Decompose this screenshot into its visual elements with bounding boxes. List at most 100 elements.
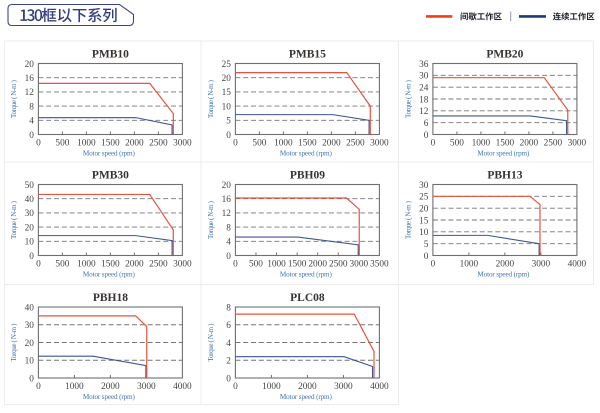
svg-text:PMB15: PMB15: [289, 49, 326, 61]
svg-text:0: 0: [36, 382, 41, 392]
svg-text:24: 24: [419, 83, 429, 93]
svg-text:6: 6: [424, 119, 429, 129]
svg-text:30: 30: [419, 72, 429, 82]
svg-text:Torque ( N-m ): Torque ( N-m ): [405, 79, 413, 118]
svg-text:0: 0: [233, 260, 238, 270]
svg-text:PBH13: PBH13: [487, 170, 522, 182]
svg-text:500: 500: [249, 260, 263, 270]
svg-text:3000: 3000: [334, 382, 353, 392]
svg-text:3500: 3500: [370, 260, 389, 270]
svg-text:Torque ( N-m ): Torque ( N-m ): [405, 200, 413, 239]
svg-text:10: 10: [25, 357, 35, 367]
svg-text:12: 12: [419, 107, 429, 117]
svg-text:40: 40: [25, 195, 35, 205]
svg-text:8: 8: [226, 223, 231, 233]
svg-text:20: 20: [222, 181, 232, 191]
svg-text:0: 0: [36, 260, 41, 270]
svg-text:30: 30: [25, 209, 35, 219]
svg-text:10: 10: [419, 228, 429, 238]
svg-text:10: 10: [25, 238, 35, 248]
svg-text:1000: 1000: [274, 139, 293, 149]
svg-text:2500: 2500: [544, 139, 563, 149]
svg-text:20: 20: [25, 339, 35, 349]
svg-text:500: 500: [55, 260, 69, 270]
svg-text:18: 18: [419, 95, 429, 105]
svg-text:50: 50: [25, 181, 35, 191]
svg-text:4000: 4000: [370, 382, 389, 392]
svg-text:8: 8: [226, 303, 231, 313]
svg-text:2: 2: [226, 357, 231, 367]
svg-text:1500: 1500: [101, 139, 120, 149]
svg-text:2000: 2000: [125, 260, 144, 270]
svg-text:4: 4: [226, 339, 231, 349]
svg-text:20: 20: [25, 223, 35, 233]
svg-text:2500: 2500: [149, 260, 168, 270]
svg-text:2500: 2500: [329, 260, 348, 270]
svg-text:4: 4: [29, 117, 34, 127]
svg-text:15: 15: [419, 216, 429, 226]
svg-text:PBH18: PBH18: [93, 292, 128, 304]
svg-text:0: 0: [424, 131, 429, 141]
svg-text:5: 5: [424, 240, 429, 250]
svg-text:3000: 3000: [370, 139, 389, 149]
svg-text:0: 0: [36, 139, 41, 149]
svg-text:2000: 2000: [125, 139, 144, 149]
svg-text:30: 30: [25, 321, 35, 331]
svg-text:Motor speed (rpm): Motor speed (rpm): [477, 150, 530, 158]
svg-text:Torque ( N-m ): Torque ( N-m ): [207, 200, 215, 239]
svg-text:2000: 2000: [298, 382, 317, 392]
svg-text:Motor speed (rpm): Motor speed (rpm): [280, 271, 333, 279]
svg-text:0: 0: [29, 374, 34, 384]
svg-text:0: 0: [226, 252, 231, 262]
svg-text:PLC08: PLC08: [290, 292, 325, 304]
svg-text:20: 20: [222, 74, 232, 84]
svg-text:500: 500: [252, 139, 266, 149]
svg-text:Motor speed (rpm): Motor speed (rpm): [477, 271, 530, 279]
svg-text:16: 16: [25, 74, 35, 84]
svg-text:6: 6: [226, 321, 231, 331]
svg-text:0: 0: [424, 252, 429, 262]
svg-text:0: 0: [233, 139, 238, 149]
svg-text:1500: 1500: [101, 260, 120, 270]
svg-text:500: 500: [450, 139, 464, 149]
svg-text:2500: 2500: [346, 139, 365, 149]
svg-text:Torque ( N-m ): Torque ( N-m ): [10, 79, 18, 118]
svg-text:1000: 1000: [267, 260, 286, 270]
svg-text:0: 0: [233, 382, 238, 392]
svg-text:0: 0: [226, 374, 231, 384]
svg-text:1000: 1000: [77, 139, 96, 149]
svg-text:12: 12: [25, 88, 35, 98]
svg-text:2000: 2000: [322, 139, 341, 149]
svg-text:8: 8: [29, 102, 34, 112]
svg-text:15: 15: [222, 88, 232, 98]
svg-text:0: 0: [431, 139, 436, 149]
svg-text:2000: 2000: [101, 382, 120, 392]
svg-text:2500: 2500: [149, 139, 168, 149]
svg-text:5: 5: [226, 117, 231, 127]
svg-text:10: 10: [222, 102, 232, 112]
svg-text:2000: 2000: [496, 260, 515, 270]
svg-text:Motor speed (rpm): Motor speed (rpm): [83, 271, 136, 279]
svg-text:3000: 3000: [532, 260, 551, 270]
svg-text:1500: 1500: [298, 139, 317, 149]
svg-text:Torque ( N-m ): Torque ( N-m ): [10, 200, 18, 239]
svg-text:3000: 3000: [173, 139, 192, 149]
svg-text:4000: 4000: [568, 260, 587, 270]
svg-text:2000: 2000: [520, 139, 539, 149]
svg-text:3000: 3000: [137, 382, 156, 392]
svg-text:Motor speed (rpm): Motor speed (rpm): [83, 150, 136, 158]
svg-text:0: 0: [29, 131, 34, 141]
svg-text:Torque ( N-m ): Torque ( N-m ): [207, 323, 215, 362]
svg-text:25: 25: [419, 193, 429, 203]
svg-text:0: 0: [29, 252, 34, 262]
svg-text:0: 0: [226, 131, 231, 141]
svg-text:Torque ( N-m ): Torque ( N-m ): [207, 79, 215, 118]
svg-text:1000: 1000: [262, 382, 281, 392]
svg-text:30: 30: [419, 181, 429, 191]
svg-text:1500: 1500: [496, 139, 515, 149]
svg-text:1000: 1000: [65, 382, 84, 392]
svg-text:1000: 1000: [77, 260, 96, 270]
svg-text:Motor speed (rpm): Motor speed (rpm): [280, 150, 333, 158]
svg-text:2000: 2000: [308, 260, 327, 270]
svg-text:1000: 1000: [472, 139, 491, 149]
